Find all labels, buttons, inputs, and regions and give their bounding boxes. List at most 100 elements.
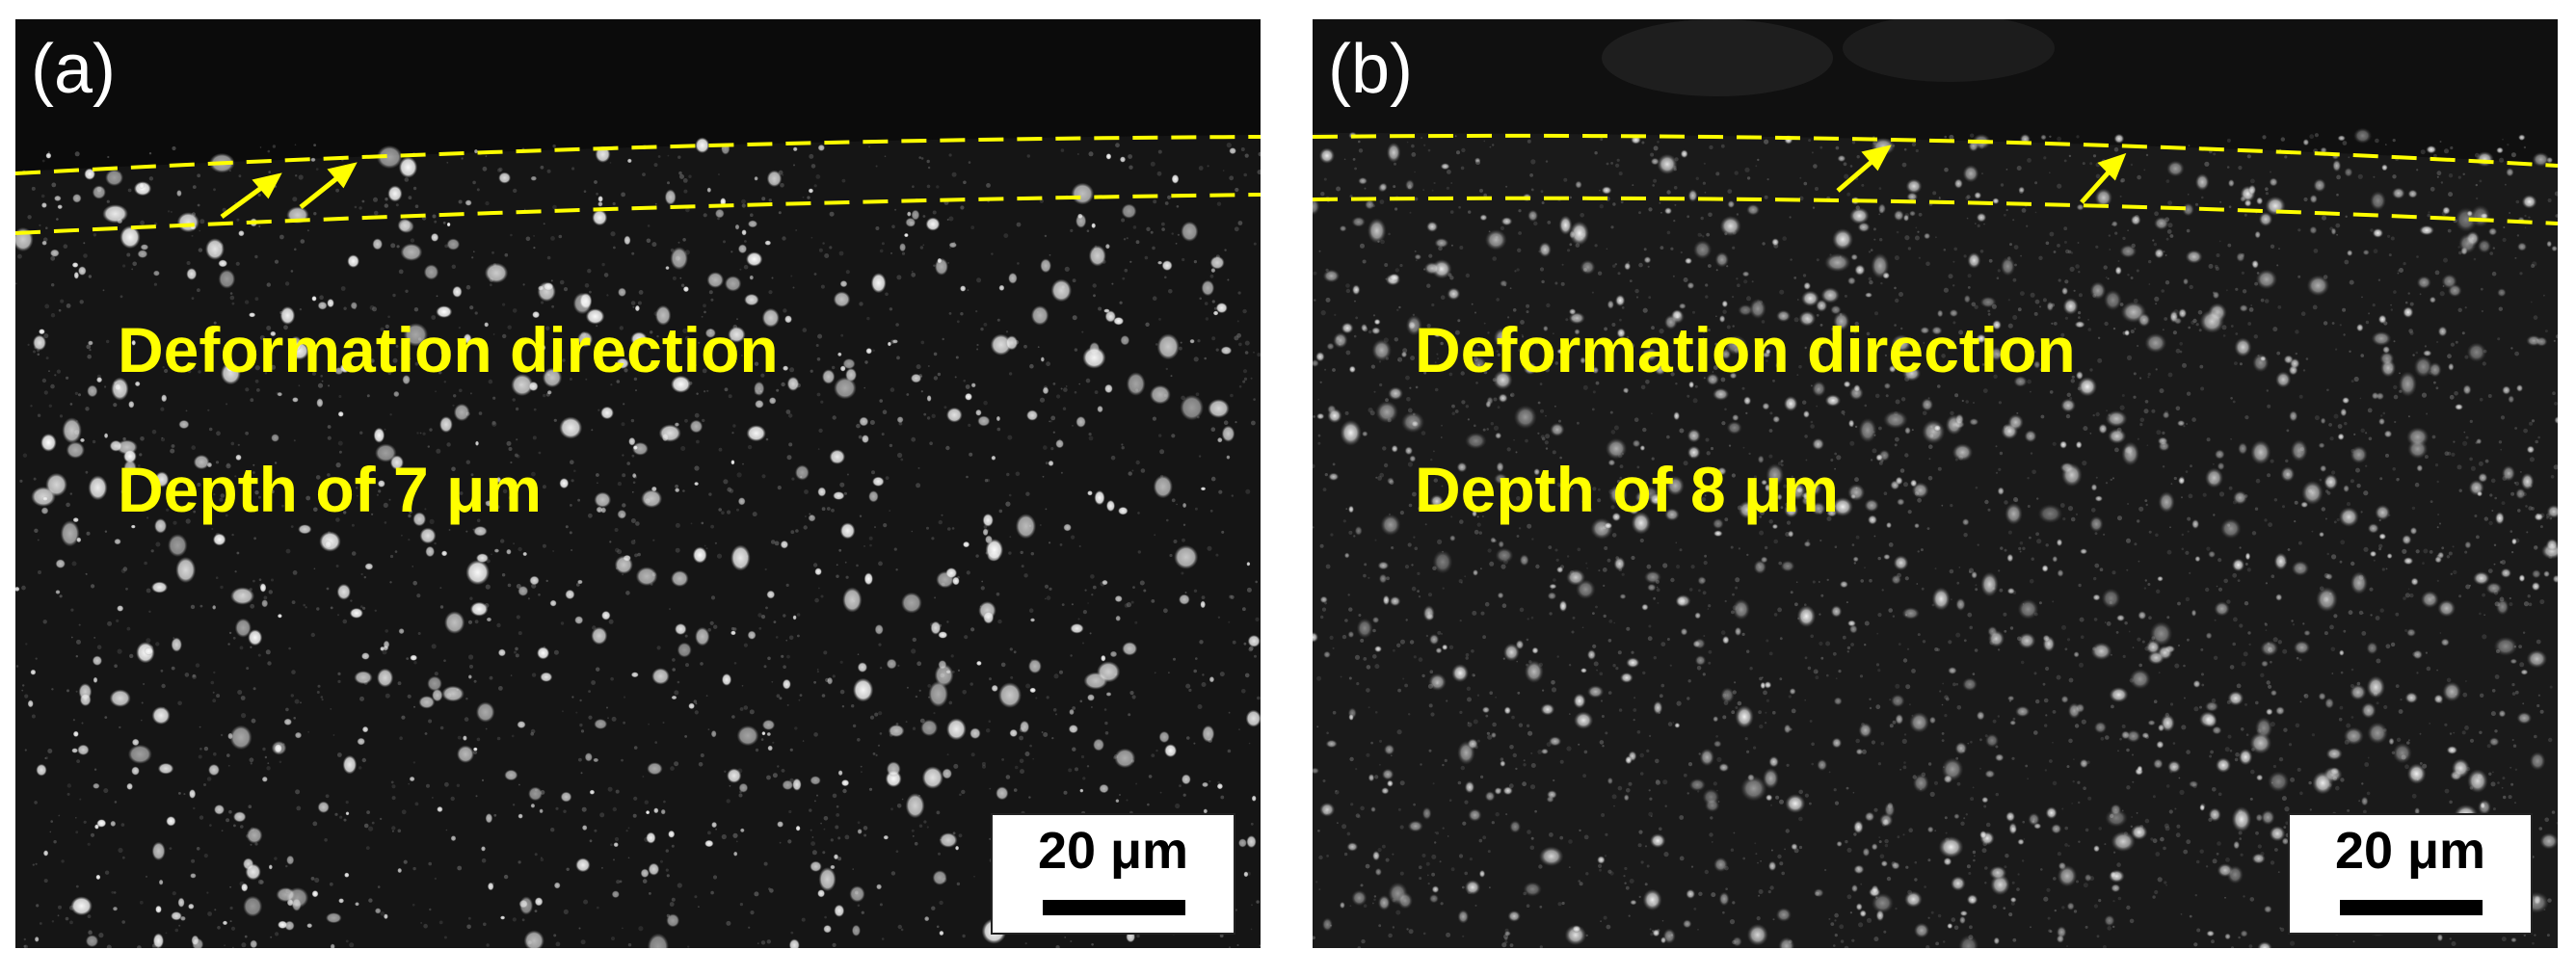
speckle [2463, 431, 2466, 434]
speckle [17, 253, 22, 259]
speckle [2103, 945, 2107, 948]
speckle [1199, 297, 1202, 301]
speckle [1600, 920, 1602, 923]
speckle [359, 605, 363, 609]
speckle [970, 752, 975, 757]
speckle [2423, 548, 2429, 554]
particle [311, 890, 319, 898]
speckle [936, 185, 940, 189]
speckle [264, 371, 268, 375]
speckle [1135, 782, 1138, 785]
particle [349, 607, 363, 619]
speckle [763, 665, 767, 669]
particle [271, 434, 279, 442]
speckle [51, 688, 54, 691]
speckle [1967, 274, 1972, 278]
speckle [404, 177, 410, 182]
particle [62, 417, 82, 444]
speckle [475, 795, 478, 798]
speckle [1164, 201, 1169, 205]
speckle [525, 236, 531, 242]
speckle [92, 439, 96, 444]
speckle [292, 197, 298, 202]
particle [1113, 316, 1125, 326]
speckle [25, 643, 28, 646]
speckle [637, 552, 641, 557]
speckle [704, 544, 706, 547]
speckle [1841, 410, 1846, 414]
speckle [601, 262, 605, 267]
speckle [617, 482, 623, 487]
speckle [2299, 791, 2303, 796]
speckle [2491, 271, 2497, 277]
speckle [1049, 420, 1050, 423]
particle [572, 292, 592, 315]
speckle [2169, 234, 2174, 238]
speckle [1227, 749, 1232, 753]
speckle [285, 707, 289, 712]
speckle [2331, 470, 2336, 475]
speckle [1197, 339, 1201, 343]
speckle [1383, 462, 1389, 468]
particle [711, 821, 718, 829]
speckle [743, 264, 749, 270]
speckle [2097, 357, 2103, 363]
speckle [1715, 735, 1718, 738]
speckle [672, 668, 676, 672]
speckle [1679, 856, 1685, 861]
speckle [654, 202, 657, 205]
speckle [2480, 287, 2483, 291]
speckle [1480, 775, 1484, 779]
speckle [2065, 413, 2071, 419]
speckle [760, 738, 764, 741]
speckle [821, 507, 826, 512]
speckle [810, 369, 813, 373]
particle [849, 885, 865, 903]
particle [85, 935, 99, 948]
particle [261, 599, 269, 608]
speckle [2049, 390, 2054, 394]
speckle [1950, 504, 1953, 508]
speckle [2067, 250, 2072, 254]
speckle [294, 144, 297, 146]
speckle [1777, 607, 1782, 613]
speckle [1185, 683, 1191, 689]
speckle [2474, 514, 2478, 517]
speckle [2004, 548, 2007, 552]
particle [15, 586, 20, 592]
speckle [970, 627, 975, 632]
speckle [425, 363, 431, 369]
speckle [1717, 360, 1723, 365]
speckle [1501, 942, 1507, 948]
speckle [83, 242, 86, 245]
speckle [1872, 227, 1876, 231]
speckle [1742, 857, 1746, 860]
speckle [1060, 471, 1063, 474]
particle [863, 572, 873, 586]
speckle [506, 440, 512, 446]
speckle [2429, 550, 2433, 554]
speckle [678, 171, 682, 175]
speckle [252, 579, 255, 583]
speckle [1607, 639, 1612, 643]
speckle [209, 824, 212, 827]
speckle [1672, 722, 1674, 724]
speckle [1873, 936, 1879, 942]
particle [755, 399, 764, 409]
speckle [1422, 501, 1427, 506]
particle [598, 201, 603, 207]
particle [96, 377, 103, 383]
particle [1105, 692, 1112, 697]
speckle [1633, 719, 1635, 722]
speckle [815, 344, 819, 347]
speckle [2018, 546, 2022, 551]
speckle [389, 413, 392, 416]
speckle [616, 880, 621, 884]
speckle [1086, 765, 1090, 768]
speckle [1698, 891, 1703, 896]
speckle [1854, 425, 1858, 429]
speckle [869, 543, 872, 547]
speckle [1217, 616, 1221, 619]
speckle [1545, 160, 1549, 163]
speckle [258, 578, 262, 581]
